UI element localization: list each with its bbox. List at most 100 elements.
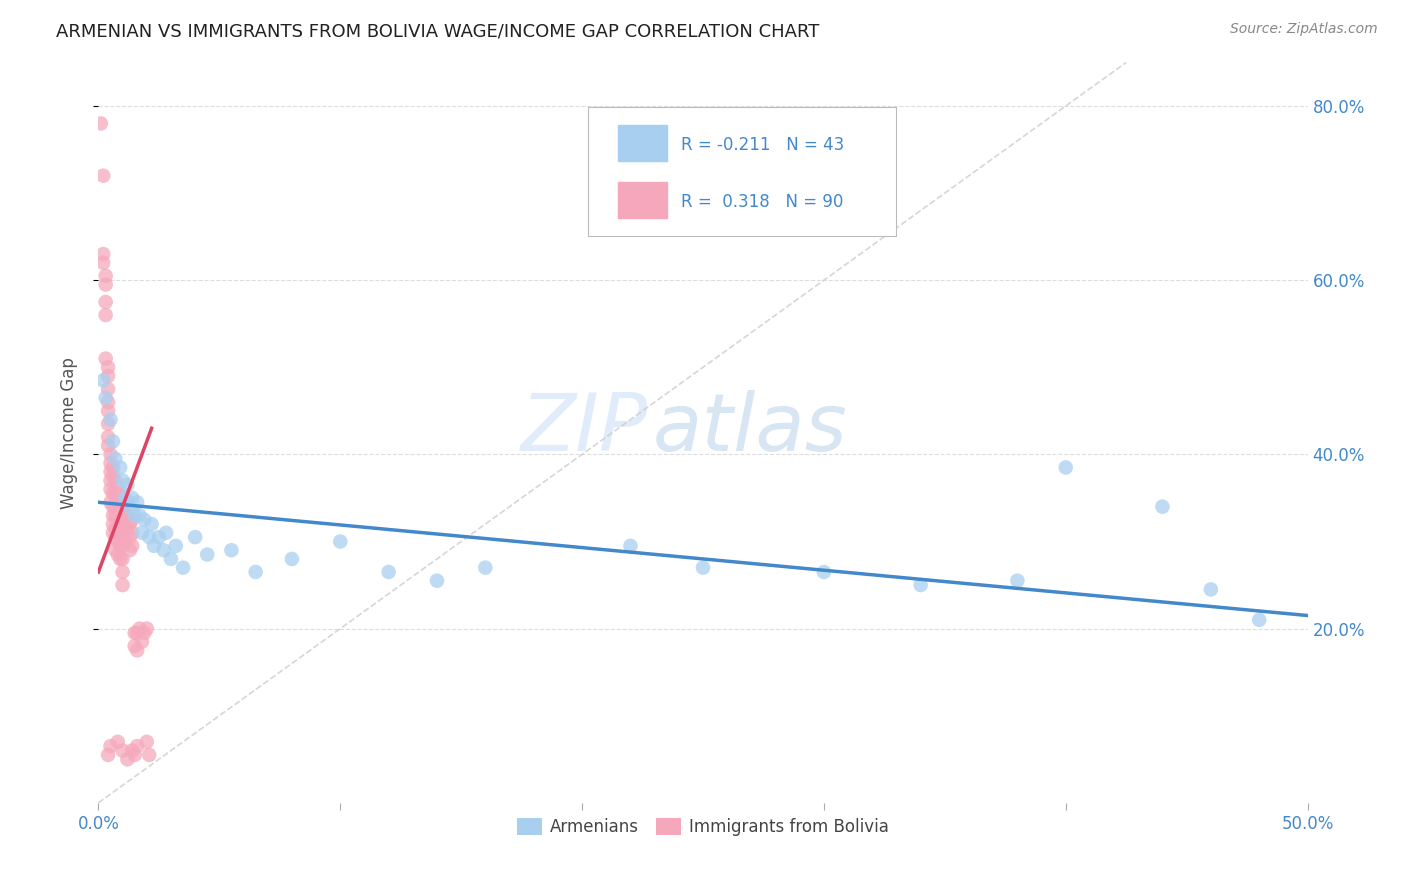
Text: R =  0.318   N = 90: R = 0.318 N = 90: [682, 193, 844, 211]
Point: [281, 552, 304, 566]
Point: [100, 456, 122, 470]
Point: [114, 534, 136, 549]
Point: [100, 447, 122, 461]
Point: [138, 747, 160, 762]
FancyBboxPatch shape: [588, 107, 897, 236]
Point: [104, 543, 127, 558]
Point: [97, 747, 120, 762]
Point: [160, 552, 183, 566]
Point: [111, 525, 134, 540]
Point: [91, 247, 114, 261]
Point: [124, 639, 146, 653]
Point: [108, 513, 131, 527]
Point: [131, 525, 153, 540]
Point: [97, 417, 120, 431]
Point: [104, 474, 127, 488]
Point: [155, 525, 177, 540]
Point: [474, 560, 496, 574]
Text: Source: ZipAtlas.com: Source: ZipAtlas.com: [1230, 22, 1378, 37]
Point: [1249, 613, 1271, 627]
Legend: Armenians, Immigrants from Bolivia: Armenians, Immigrants from Bolivia: [510, 811, 896, 843]
Point: [108, 460, 131, 475]
Point: [94, 295, 117, 310]
Point: [692, 560, 714, 574]
Point: [111, 743, 134, 757]
Point: [107, 735, 129, 749]
Point: [329, 534, 352, 549]
Point: [121, 743, 143, 757]
Point: [111, 486, 134, 500]
Point: [97, 360, 120, 375]
Point: [114, 521, 136, 535]
Point: [104, 508, 127, 523]
Point: [127, 643, 149, 657]
Point: [91, 256, 114, 270]
Point: [100, 412, 122, 426]
Point: [121, 491, 143, 505]
Point: [101, 525, 124, 540]
Point: [101, 434, 124, 449]
Point: [94, 351, 117, 366]
Point: [97, 382, 120, 396]
Point: [245, 565, 267, 579]
Point: [100, 474, 122, 488]
Point: [104, 521, 127, 535]
Point: [128, 622, 150, 636]
Point: [108, 552, 131, 566]
Point: [101, 460, 124, 475]
Point: [121, 539, 143, 553]
Point: [97, 439, 120, 453]
Point: [107, 500, 129, 514]
Point: [91, 373, 114, 387]
Point: [1199, 582, 1222, 597]
Point: [910, 578, 932, 592]
Point: [118, 543, 141, 558]
Point: [104, 500, 127, 514]
Point: [104, 451, 127, 466]
Point: [108, 500, 131, 514]
Point: [108, 525, 131, 540]
Point: [94, 268, 117, 283]
Point: [141, 517, 163, 532]
Point: [100, 495, 122, 509]
Point: [100, 465, 122, 479]
Point: [1007, 574, 1029, 588]
Point: [124, 747, 146, 762]
Point: [111, 565, 134, 579]
Point: [134, 626, 156, 640]
Point: [94, 391, 117, 405]
Point: [127, 626, 149, 640]
Point: [117, 752, 139, 766]
Point: [138, 530, 160, 544]
Bar: [619, 126, 666, 161]
Text: ARMENIAN VS IMMIGRANTS FROM BOLIVIA WAGE/INCOME GAP CORRELATION CHART: ARMENIAN VS IMMIGRANTS FROM BOLIVIA WAGE…: [56, 22, 820, 40]
Point: [195, 548, 218, 562]
Point: [101, 517, 124, 532]
Point: [165, 539, 187, 553]
Point: [111, 539, 134, 553]
Point: [111, 500, 134, 514]
Point: [91, 169, 114, 183]
Point: [94, 308, 117, 322]
Point: [152, 543, 174, 558]
Point: [111, 552, 134, 566]
Text: ZIP: ZIP: [522, 390, 648, 468]
Point: [97, 430, 120, 444]
Point: [100, 739, 122, 754]
Point: [124, 626, 146, 640]
Point: [135, 735, 157, 749]
Point: [97, 369, 120, 384]
Y-axis label: Wage/Income Gap: Wage/Income Gap: [59, 357, 77, 508]
Point: [1054, 460, 1077, 475]
Point: [111, 474, 134, 488]
Point: [101, 508, 124, 523]
Point: [111, 578, 134, 592]
Point: [114, 491, 136, 505]
Point: [104, 486, 127, 500]
Point: [117, 478, 139, 492]
Point: [107, 513, 129, 527]
Point: [121, 525, 143, 540]
Point: [143, 539, 166, 553]
Point: [97, 404, 120, 418]
Point: [172, 560, 194, 574]
